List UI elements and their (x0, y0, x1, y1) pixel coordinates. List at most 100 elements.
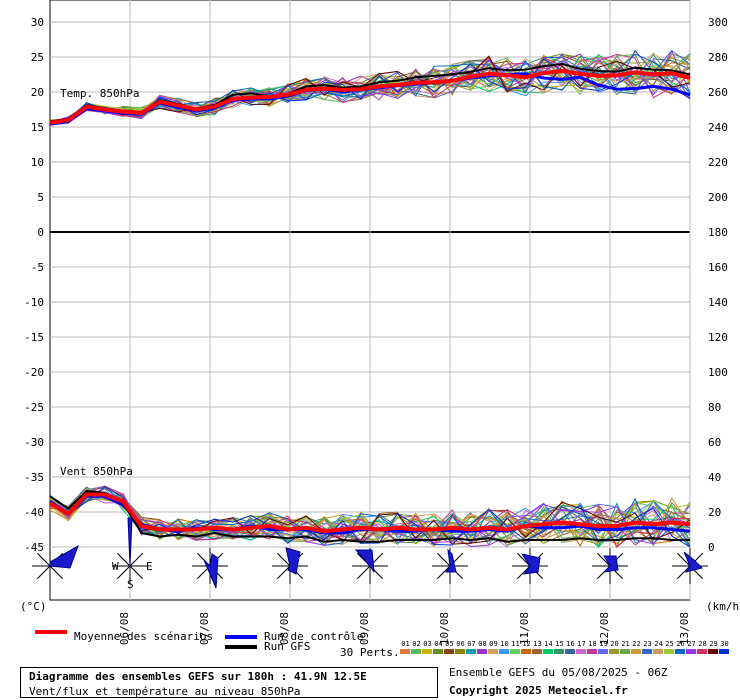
pert-legend-number: 30 (720, 640, 729, 648)
y-right-tick: 220 (708, 156, 728, 169)
pert-legend-number: 23 (643, 640, 652, 648)
y-right-tick: 140 (708, 296, 728, 309)
pert-legend-number: 12 (522, 640, 531, 648)
legend-gfs-swatch (225, 645, 257, 649)
pert-legend-number: 18 (588, 640, 597, 648)
pert-legend-swatch (499, 649, 509, 654)
y-left-unit: (°C) (20, 600, 47, 613)
rose-w-label: W (112, 560, 119, 573)
mean-temp-line (49, 69, 691, 125)
pert-legend-number: 13 (533, 640, 542, 648)
pert-legend-swatch (686, 649, 696, 654)
y-right-tick: 60 (708, 436, 721, 449)
legend-perts-label: 30 Perts. (340, 646, 400, 659)
y-right-tick: 40 (708, 471, 721, 484)
pert-legend-swatch (708, 649, 718, 654)
pert-legend-item: 30 (719, 640, 730, 654)
y-left-tick: -35 (24, 471, 44, 484)
y-right-tick: 280 (708, 51, 728, 64)
y-right-tick: 240 (708, 121, 728, 134)
pert-legend-number: 22 (632, 640, 641, 648)
x-tick-label: 08/08 (278, 612, 291, 645)
pert-legend-swatch (642, 649, 652, 654)
y-right-tick: 160 (708, 261, 728, 274)
y-right-tick: 100 (708, 366, 728, 379)
rose-s-label: S (127, 578, 134, 591)
pert-legend-swatch (466, 649, 476, 654)
pert-legend-number: 21 (621, 640, 630, 648)
pert-legend-number: 27 (687, 640, 696, 648)
wind-rose (512, 548, 548, 584)
pert-legend-number: 24 (654, 640, 663, 648)
pert-legend-item: 19 (598, 640, 609, 654)
pert-legend-item: 09 (488, 640, 499, 654)
gfs-wind-line (49, 490, 690, 543)
pert-legend-item: 25 (664, 640, 675, 654)
rose-spoke (129, 565, 144, 580)
pert-legend-swatch (675, 649, 685, 654)
x-tick-label: 10/08 (438, 612, 451, 645)
pert-legend-item: 11 (510, 640, 521, 654)
pert-legend-swatch (433, 649, 443, 654)
wind-rose: W ES (112, 517, 153, 591)
y-left-tick: -30 (24, 436, 44, 449)
pert-legend-item: 21 (620, 640, 631, 654)
rose-spoke (276, 552, 291, 567)
rose-petal (49, 544, 79, 569)
x-tick-label: 11/08 (518, 612, 531, 645)
y-left-tick: -20 (24, 366, 44, 379)
pert-legend-number: 07 (467, 640, 476, 648)
ensemble-run-label: Ensemble GEFS du 05/08/2025 - 06Z (449, 666, 668, 679)
rose-spoke (129, 552, 144, 567)
pert-legend-number: 17 (577, 640, 586, 648)
y-right-tick: 0 (708, 541, 715, 554)
pert-legend-item: 18 (587, 640, 598, 654)
pert-legend-swatch (532, 649, 542, 654)
pert-legend-number: 26 (676, 640, 685, 648)
pert-legend-number: 14 (544, 640, 553, 648)
pert-legend-item: 15 (554, 640, 565, 654)
rose-spoke (356, 565, 371, 580)
pert-legend-item: 01 (400, 640, 411, 654)
footer-title: Diagramme des ensembles GEFS sur 180h : … (29, 670, 367, 683)
y-right-tick: 80 (708, 401, 721, 414)
rose-petal (285, 547, 301, 575)
main-series-lines (49, 63, 691, 543)
rose-spoke (676, 552, 691, 567)
pert-legend-item: 07 (466, 640, 477, 654)
y-left-tick: 25 (31, 51, 44, 64)
rose-spoke (516, 552, 531, 567)
pert-legend-swatch (411, 649, 421, 654)
pert-legend-swatch (697, 649, 707, 654)
pert-legend-swatch (620, 649, 630, 654)
pert-legend-swatch (631, 649, 641, 654)
y-left-tick: -15 (24, 331, 44, 344)
y-right-tick: 120 (708, 331, 728, 344)
pert-legend-number: 16 (566, 640, 575, 648)
pert-legend-number: 06 (456, 640, 465, 648)
pert-legend-number: 15 (555, 640, 564, 648)
pert-legend-item: 03 (422, 640, 433, 654)
pert-legend-item: 04 (433, 640, 444, 654)
pert-legend-item: 14 (543, 640, 554, 654)
rose-petal (127, 517, 133, 567)
rose-petal (445, 548, 457, 573)
x-tick-label: 06/08 (118, 612, 131, 645)
pert-legend-item: 22 (631, 640, 642, 654)
legend-mean-swatch (35, 630, 67, 634)
y-left-tick: 5 (37, 191, 44, 204)
wind-rose (272, 547, 308, 584)
pert-legend-swatch (488, 649, 498, 654)
wind-rose (352, 548, 388, 584)
rose-spoke (36, 565, 51, 580)
mean-wind-line (49, 492, 691, 534)
pert-legend-number: 02 (412, 640, 421, 648)
pert-legend-item: 05 (444, 640, 455, 654)
wind-rose (592, 548, 628, 584)
pert-legend-item: 13 (532, 640, 543, 654)
pert-wind-line (49, 488, 691, 545)
pert-legend-item: 20 (609, 640, 620, 654)
pert-temp-line (49, 55, 691, 124)
pert-legend-swatch (719, 649, 729, 654)
